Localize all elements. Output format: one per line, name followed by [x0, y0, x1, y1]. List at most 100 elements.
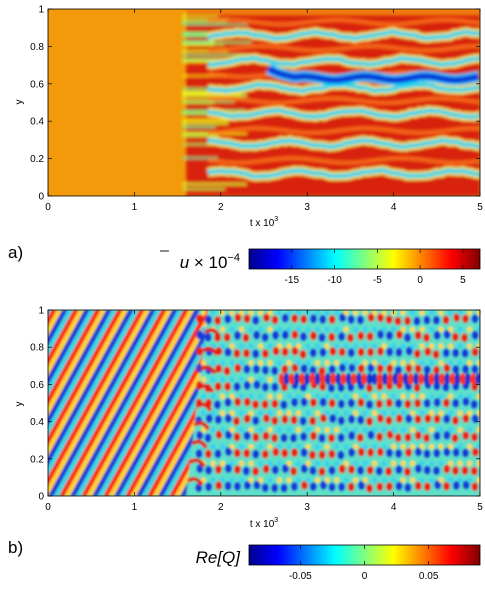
wave-blob [471, 482, 479, 492]
wave-blob-pale [258, 326, 264, 333]
wave-blob-pale [353, 326, 359, 333]
wave-blob-pale [410, 326, 416, 333]
band-blob [345, 372, 352, 385]
wave-blob-pale [343, 477, 349, 484]
wave-blob-pale [324, 460, 330, 467]
wave-blob-pale [286, 360, 292, 367]
wave-blob [376, 413, 384, 423]
wave-blob [280, 483, 288, 493]
wave-blob [309, 314, 317, 324]
wave-blob-pale [353, 343, 359, 350]
wave-blob [471, 330, 479, 340]
wave-blob [252, 432, 260, 442]
wave-blob-pale [438, 426, 444, 433]
wave-blob [443, 363, 451, 373]
wave-blob-pale [324, 477, 330, 484]
wave-blob [377, 329, 385, 339]
wave-blob [471, 364, 479, 374]
wave-blob [252, 466, 260, 476]
wave-blob-pale [248, 310, 254, 316]
wave-blob [196, 464, 204, 474]
front-curl [199, 365, 217, 375]
wave-stripe [97, 310, 206, 496]
wave-blob-pale [296, 477, 302, 484]
wave-blob-pale [210, 393, 216, 400]
wave-blob [280, 400, 288, 410]
wave-blob-pale [315, 343, 321, 350]
wave-blob [215, 430, 223, 440]
wave-blob-pale [419, 343, 425, 350]
wave-blob [385, 398, 393, 408]
wave-blob-pale [315, 393, 321, 400]
wave-blob [357, 347, 365, 357]
wave-blob-pale [410, 477, 416, 484]
wave-blob-pale [419, 310, 425, 316]
wave-blob-pale [267, 477, 273, 484]
wave-blob-pale [315, 426, 321, 433]
wave-blob [348, 431, 356, 441]
wave-blob [357, 465, 365, 475]
wave-blob [365, 383, 373, 393]
wave-blob-pale [258, 443, 264, 450]
wave-blob-pale [429, 393, 435, 400]
wave-blob [291, 330, 299, 340]
wave-stripe [64, 310, 173, 496]
wave-blob-pale [429, 477, 435, 484]
wave-blob-pale [305, 443, 311, 450]
wave-blob-pale [277, 326, 283, 333]
wave-blob [385, 448, 393, 458]
wave-blob-pale [467, 426, 473, 433]
wave-blob-pale [324, 426, 330, 433]
wave-blob [347, 398, 355, 408]
wave-blob [318, 450, 326, 460]
wave-blob [337, 433, 345, 443]
wave-blob-pale [372, 326, 378, 333]
wave-blob [318, 433, 326, 443]
colorbar-a [248, 248, 481, 270]
wave-blob-pale [448, 343, 454, 350]
wave-blob-pale [334, 443, 340, 450]
wave-blob-pale [315, 410, 321, 417]
wave-blob-pale [334, 326, 340, 333]
wave-blob [338, 347, 346, 357]
wave-blob [309, 466, 317, 476]
wave-blob-pale [296, 326, 302, 333]
band-blob [428, 372, 435, 385]
wave-blob-pale [305, 360, 311, 367]
transition-streak [182, 49, 228, 53]
wave-blob-pale [362, 426, 368, 433]
band-blob [340, 372, 347, 385]
wave-blob [347, 348, 355, 358]
wave-blob [347, 482, 355, 492]
wave-blob-pale [286, 393, 292, 400]
wave-blob [281, 347, 289, 357]
band-blob [304, 372, 311, 385]
wave-blob [261, 382, 269, 392]
wave-blob [271, 483, 279, 493]
wave-blob-pale [467, 460, 473, 467]
x-tick-label: 4 [391, 202, 397, 213]
wave-blob [309, 416, 317, 426]
wave-blob-pale [220, 360, 226, 367]
wave-blob-pale [476, 360, 480, 367]
wave-blob [300, 464, 308, 474]
wave-blob-pale [286, 426, 292, 433]
wave-blob [347, 382, 355, 392]
wave-blob-pale [400, 310, 406, 316]
wave-blob-pale [277, 443, 283, 450]
wave-blob [252, 399, 260, 409]
band-core [206, 29, 480, 42]
wave-blob [403, 467, 411, 477]
front-curl [201, 346, 219, 357]
band-blob [392, 372, 399, 385]
wave-blob-pale [410, 460, 416, 467]
wave-blob-pale [296, 410, 302, 417]
wave-blob-pale [296, 443, 302, 450]
wave-blob [470, 399, 478, 409]
wave-blob [223, 366, 231, 376]
wave-blob-pale [372, 426, 378, 433]
wave-blob-pale [381, 360, 387, 367]
wave-blob [224, 347, 232, 357]
wave-blob [196, 346, 204, 356]
wave-blob-pale [438, 393, 444, 400]
